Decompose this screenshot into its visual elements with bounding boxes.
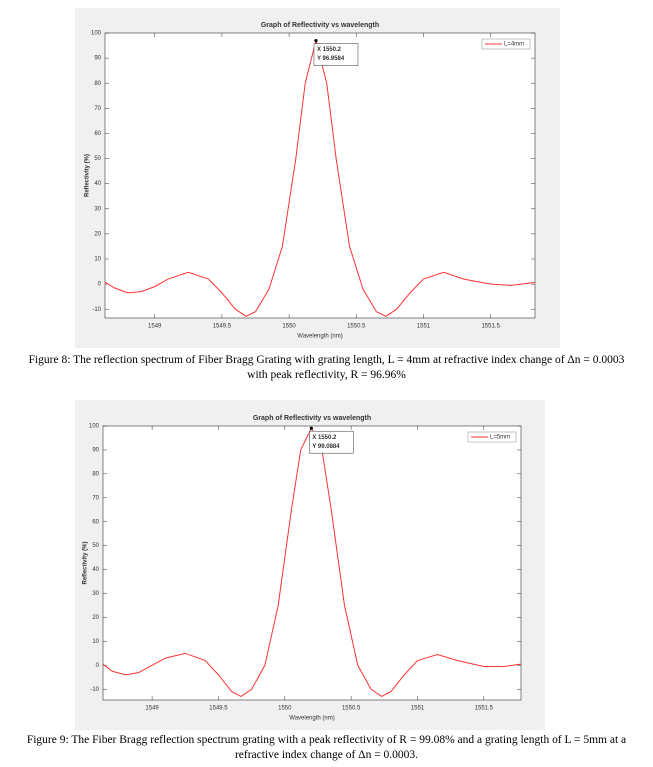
x-tick-label: 1551 — [417, 324, 431, 330]
x-tick-label: 1549 — [148, 324, 162, 330]
data-line — [102, 427, 522, 697]
plot-area — [102, 425, 522, 701]
y-tick-label: 30 — [92, 591, 99, 597]
y-tick-label: 50 — [94, 156, 101, 162]
y-tick-label: 90 — [92, 448, 99, 454]
x-tick-label: 1550 — [278, 706, 292, 712]
y-tick-label: 20 — [94, 231, 101, 237]
datatip-box — [309, 430, 354, 454]
y-tick-label: 0 — [98, 282, 102, 288]
datatip-text: X 1550.2 — [312, 435, 337, 441]
datatip-text: X 1550.2 — [317, 47, 342, 53]
datatip-text: Y 99.0884 — [312, 444, 340, 450]
y-tick-label: 10 — [92, 639, 99, 645]
y-tick-label: 70 — [94, 106, 101, 112]
peak-marker — [314, 39, 318, 43]
y-tick-label: 40 — [94, 181, 101, 187]
legend-box — [467, 431, 517, 443]
x-axis-label: Wavelength (nm) — [289, 716, 334, 722]
caption-line: with peak reflectivity, R = 96.96% — [247, 369, 406, 381]
y-tick-label: 100 — [91, 31, 102, 37]
y-tick-label: 60 — [92, 519, 99, 525]
x-tick-label: 1549.5 — [209, 706, 228, 712]
caption: Figure 8: The reflection spectrum of Fib… — [0, 353, 653, 383]
y-tick-label: 80 — [94, 81, 101, 87]
chart-title: Graph of Reflectivity vs wavelength — [261, 22, 379, 29]
y-tick-label: 30 — [94, 206, 101, 212]
x-tick-label: 1551.5 — [475, 706, 494, 712]
y-tick-label: 80 — [92, 471, 99, 477]
caption-line: refractive index change of Δn = 0.0003. — [234, 749, 419, 761]
y-tick-label: 0 — [96, 663, 100, 669]
caption-line: Figure 9: The Fiber Bragg reflection spe… — [26, 734, 627, 746]
y-tick-label: 90 — [94, 56, 101, 62]
peak-marker — [309, 426, 313, 430]
legend-label: L=4mm — [504, 42, 524, 48]
y-axis-label: Reflectivity (%) — [83, 541, 89, 584]
y-tick-label: 60 — [94, 131, 101, 137]
y-tick-label: 20 — [92, 615, 99, 621]
x-tick-label: 1550.5 — [347, 324, 366, 330]
y-tick-label: 40 — [92, 567, 99, 573]
x-tick-label: 1551.5 — [481, 324, 500, 330]
x-tick-label: 1549.5 — [213, 324, 232, 330]
y-tick-label: 50 — [92, 543, 99, 549]
data-line — [104, 40, 536, 317]
y-axis-label: Reflectivity (%) — [85, 154, 91, 197]
caption-line: Figure 8: The reflection spectrum of Fib… — [28, 354, 625, 366]
y-tick-label: 70 — [92, 495, 99, 501]
x-tick-label: 1549 — [145, 706, 159, 712]
legend-box — [481, 38, 531, 50]
x-tick-label: 1551 — [411, 706, 425, 712]
chart-title: Graph of Reflectivity vs wavelength — [253, 415, 371, 422]
plot-area — [104, 32, 536, 319]
y-tick-label: 10 — [94, 257, 101, 263]
datatip-text: Y 96.9584 — [317, 56, 345, 62]
x-tick-label: 1550 — [282, 324, 296, 330]
caption: Figure 9: The Fiber Bragg reflection spe… — [0, 733, 653, 763]
x-axis-label: Wavelength (nm) — [297, 334, 342, 340]
y-tick-label: 100 — [89, 424, 100, 430]
x-tick-label: 1550.5 — [342, 706, 361, 712]
legend-label: L=5mm — [490, 435, 510, 441]
datatip-box — [313, 43, 359, 66]
y-tick-label: -10 — [90, 687, 99, 693]
y-tick-label: -10 — [92, 307, 101, 313]
